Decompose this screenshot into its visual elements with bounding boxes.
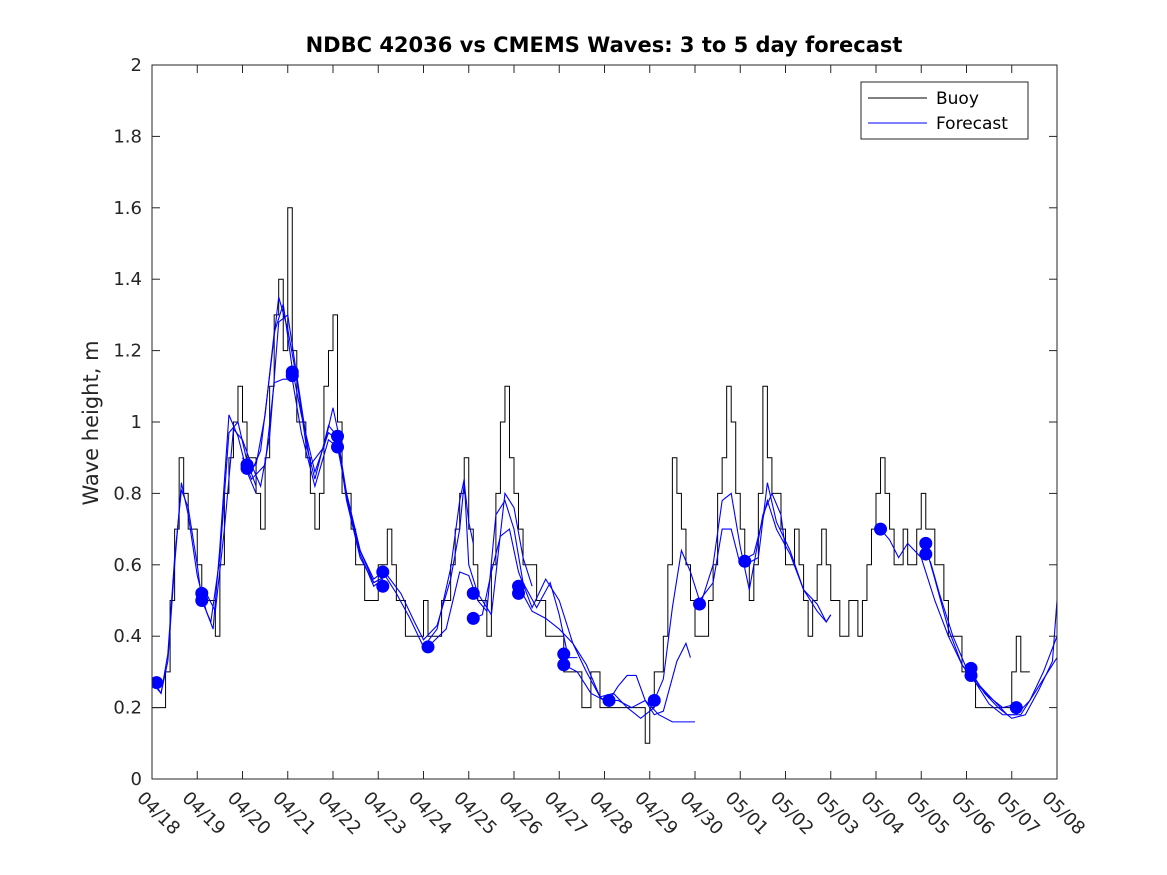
forecast-marker-3 <box>195 594 209 607</box>
forecast-run-line-7 <box>336 436 474 641</box>
forecast-marker-10 <box>376 565 390 579</box>
forecast-run-line-14 <box>653 528 741 701</box>
legend-box <box>860 81 1029 140</box>
forecast-run-line-10 <box>473 528 610 705</box>
y-tick-label: 1.6 <box>113 198 142 219</box>
data-layer <box>152 207 1057 744</box>
y-tick-label: 1 <box>131 412 142 433</box>
forecast-run-line-21 <box>970 600 1057 719</box>
y-axis-label: Wave height, m <box>79 340 103 505</box>
forecast-marker-18 <box>557 658 571 672</box>
legend-label-buoy: Buoy <box>936 89 979 109</box>
forecast-run-line-6 <box>251 296 384 588</box>
forecast-marker-16 <box>512 586 526 600</box>
y-tick-label: 0 <box>131 769 142 790</box>
forecast-run-line-8 <box>382 479 533 648</box>
forecast-marker-27 <box>964 668 978 682</box>
forecast-marker-21 <box>693 597 707 611</box>
forecast-marker-20 <box>647 693 661 707</box>
forecast-run-line-13 <box>608 641 692 716</box>
y-tick-label: 0.4 <box>113 626 142 647</box>
forecast-marker-1 <box>152 676 164 690</box>
forecast-marker-8 <box>331 429 345 443</box>
forecast-run-line-16 <box>739 498 832 624</box>
forecast-run-line-19 <box>925 546 1057 716</box>
forecast-marker-17 <box>557 647 571 661</box>
forecast-run-line-17 <box>744 482 832 623</box>
forecast-run-line-20 <box>929 561 1057 716</box>
forecast-marker-11 <box>376 579 390 593</box>
y-tick-label: 0.8 <box>113 483 142 504</box>
y-tick-label: 0.6 <box>113 555 142 576</box>
y-tick-label: 1.8 <box>113 126 142 147</box>
forecast-run-line-11 <box>518 585 655 720</box>
y-tick-label: 1.4 <box>113 269 142 290</box>
forecast-run-line-3 <box>205 313 343 614</box>
forecast-marker-28 <box>1009 701 1023 715</box>
y-tick-label: 0.2 <box>113 698 142 719</box>
forecast-marker-14 <box>466 611 480 625</box>
forecast-marker-5 <box>240 461 254 475</box>
chart-title: NDBC 42036 vs CMEMS Waves: 3 to 5 day fo… <box>306 33 903 57</box>
y-tick-label: 2 <box>131 55 142 76</box>
forecast-marker-25 <box>919 547 933 561</box>
forecast-marker-24 <box>919 536 933 550</box>
forecast-marker-7 <box>285 369 299 383</box>
forecast-marker-13 <box>466 586 480 600</box>
y-tick-label: 1.2 <box>113 341 142 362</box>
forecast-marker-9 <box>331 440 345 454</box>
forecast-marker-19 <box>602 693 616 707</box>
forecast-run-line-15 <box>698 491 787 608</box>
forecast-marker-22 <box>738 554 752 568</box>
buoy-series-line <box>152 207 1030 744</box>
forecast-run-line-12 <box>563 664 695 723</box>
forecast-marker-23 <box>874 522 888 536</box>
forecast-marker-12 <box>421 640 435 654</box>
legend-label-forecast: Forecast <box>936 114 1008 134</box>
legend: Buoy Forecast <box>860 81 1029 140</box>
plot-area <box>152 207 1057 744</box>
forecast-run-line-9 <box>427 499 578 659</box>
